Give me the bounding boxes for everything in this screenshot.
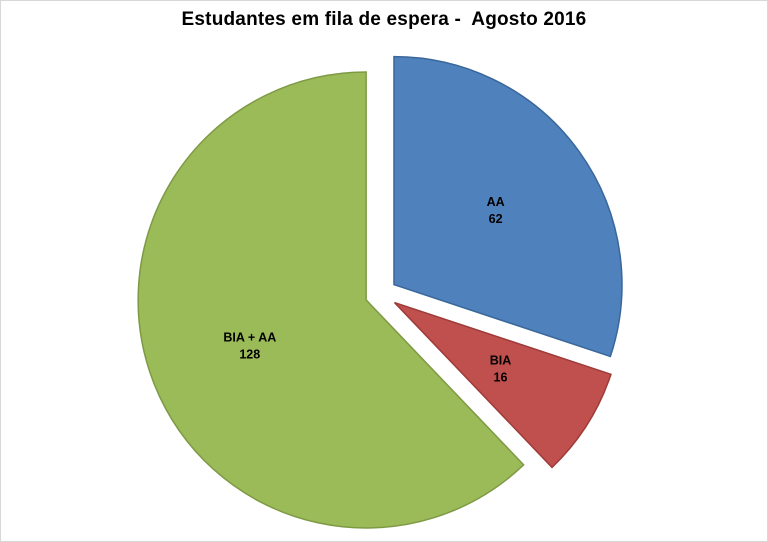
pie-slice-aa (393, 55, 623, 358)
slice-label-value-bia-aa: 128 (239, 348, 260, 362)
slice-label-name-bia: BIA (490, 354, 512, 368)
slice-label-value-bia: 16 (494, 371, 508, 385)
chart-title: Estudantes em fila de espera - Agosto 20… (181, 9, 587, 30)
slice-label-value-aa: 62 (489, 212, 503, 226)
pie-slice-bia (393, 301, 612, 469)
slice-label-name-bia-aa: BIA + AA (223, 331, 276, 345)
pie-slice-bia-aa (137, 71, 525, 529)
slice-label-name-aa: AA (487, 195, 505, 209)
